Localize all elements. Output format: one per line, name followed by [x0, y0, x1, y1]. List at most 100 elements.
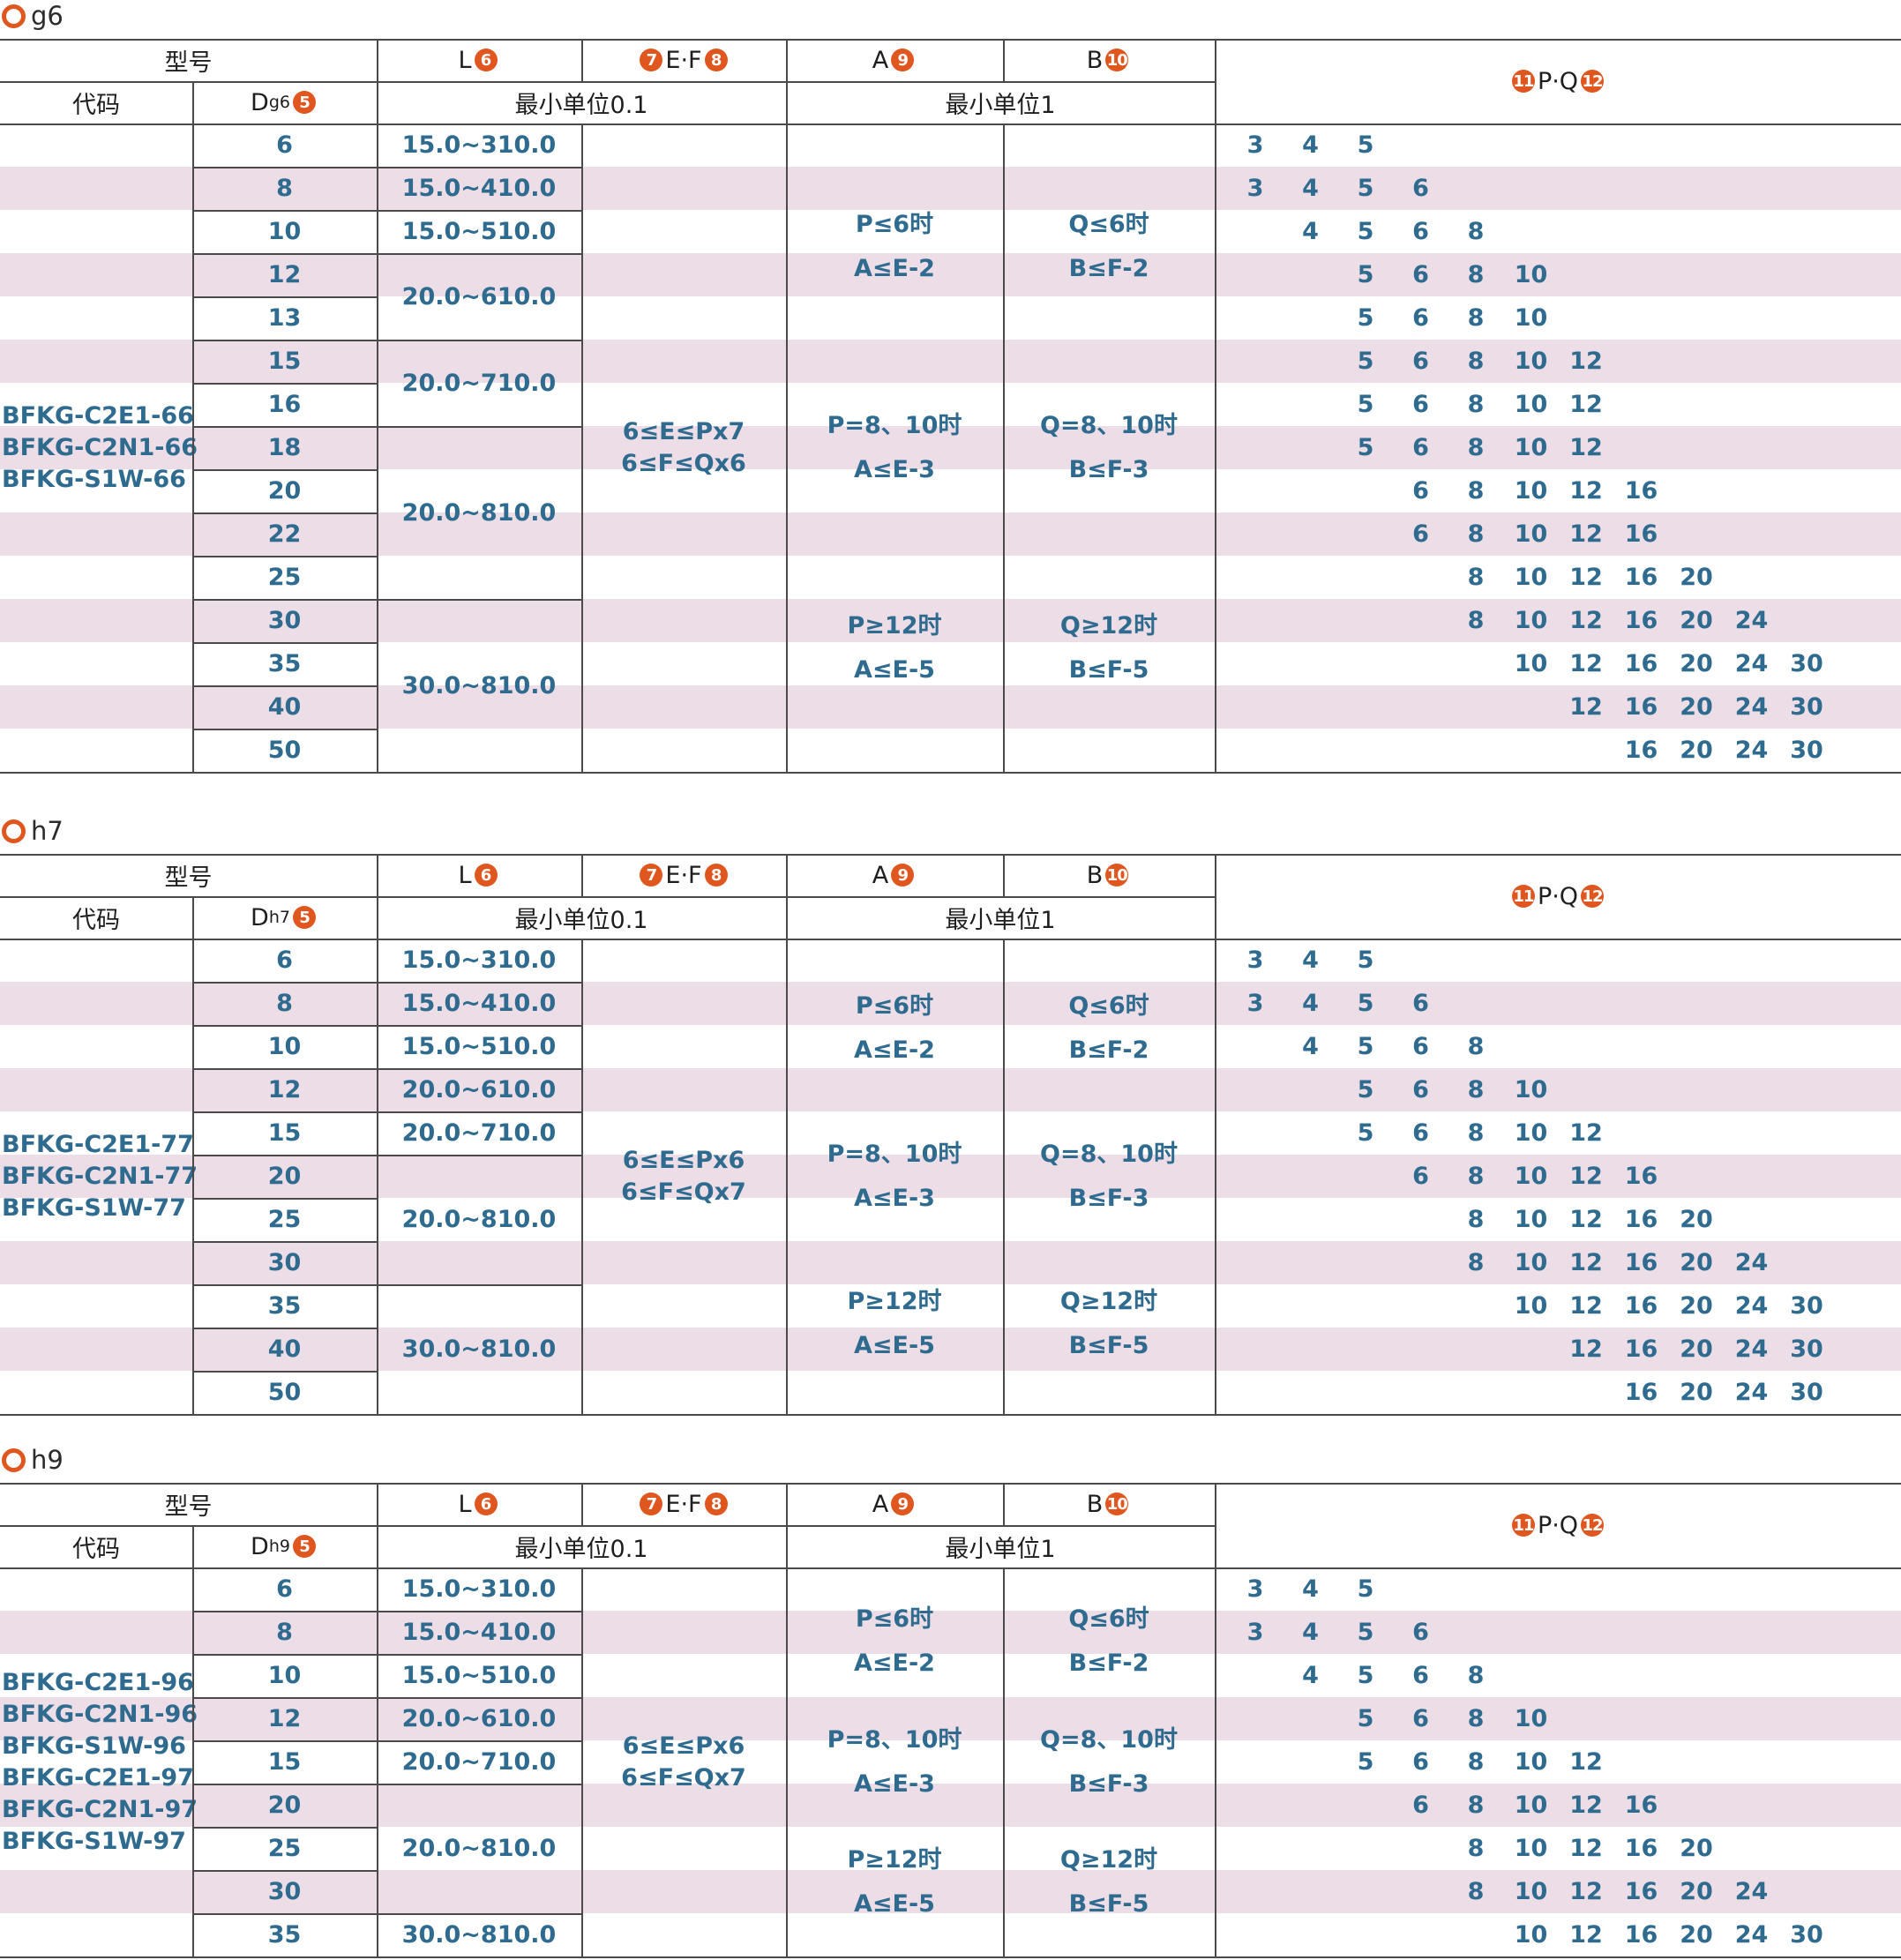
- b-rule: Q≤6时 B≤F-2: [1003, 984, 1215, 1073]
- rule-line: A≤E-2: [854, 254, 935, 282]
- d-value: 13: [267, 304, 302, 332]
- pq-value: 12: [1569, 693, 1603, 721]
- pq-value: 6: [1412, 1705, 1429, 1732]
- pq-value: 16: [1624, 607, 1658, 634]
- pq-value: 16: [1624, 1379, 1658, 1406]
- grid-line: [192, 642, 377, 644]
- grid-line: [377, 1284, 581, 1286]
- grid-line: [581, 1567, 583, 1956]
- pq-value: 5: [1357, 175, 1374, 202]
- grid-line: [192, 253, 377, 255]
- a-rule: P≤6时 A≤E-2: [786, 984, 1003, 1073]
- l-range: 15.0~510.0: [401, 1033, 557, 1060]
- number-badge: 5: [292, 1535, 316, 1558]
- l-range: 15.0~510.0: [401, 218, 557, 245]
- pq-value: 24: [1734, 607, 1769, 634]
- pq-value: 20: [1680, 1878, 1713, 1905]
- row-stripe: [0, 426, 1901, 469]
- row-stripe: [0, 512, 1901, 556]
- ef-formula: 6≤E≤Px6 6≤F≤Qx7: [581, 1145, 786, 1208]
- pq-value: 10: [1514, 1206, 1548, 1233]
- pq-value: 6: [1412, 304, 1429, 332]
- grid-line: [377, 1111, 581, 1113]
- grid-line: [377, 599, 581, 601]
- model-code: BFKG-C2E1-97: [2, 1763, 194, 1792]
- ef-formula-line: 6≤F≤Qx7: [621, 1763, 746, 1792]
- d-value: 8: [276, 1619, 293, 1646]
- pq-value: 5: [1357, 1662, 1374, 1689]
- header-pq-label: P·Q: [1537, 67, 1579, 95]
- rule-line: A≤E-3: [854, 1769, 935, 1798]
- number-badge: 6: [474, 1492, 498, 1515]
- rule-line: Q≤6时: [1068, 1605, 1149, 1633]
- pq-value: 12: [1569, 477, 1603, 505]
- pq-value: 4: [1302, 1575, 1319, 1603]
- pq-value: 24: [1734, 1878, 1769, 1905]
- pq-value: 12: [1569, 1163, 1603, 1190]
- pq-value: 5: [1357, 1575, 1374, 1603]
- model-code: BFKG-S1W-97: [2, 1827, 186, 1855]
- grid-line: [192, 1068, 377, 1070]
- pq-value: 5: [1357, 1119, 1374, 1147]
- grid-line: [0, 854, 1901, 856]
- l-range: 20.0~710.0: [401, 1119, 557, 1147]
- grid-line: [0, 1956, 1901, 1958]
- l-range: 15.0~410.0: [401, 990, 557, 1017]
- rule-line: B≤F-2: [1068, 1036, 1149, 1065]
- grid-line: [377, 426, 581, 428]
- row-stripe: [0, 685, 1901, 729]
- row-stripe: [0, 1870, 1901, 1913]
- grid-line: [192, 1611, 377, 1612]
- grid-line: [0, 81, 1215, 83]
- model-code: BFKG-C2N1-96: [2, 1700, 198, 1728]
- pq-value: 12: [1569, 1835, 1603, 1862]
- number-badge: 7: [640, 864, 663, 886]
- pq-value: 8: [1467, 218, 1485, 245]
- grid-line: [1215, 39, 1216, 772]
- grid-line: [0, 896, 1215, 898]
- rule-line: P≤6时: [855, 992, 934, 1021]
- number-badge: 8: [704, 1492, 728, 1515]
- pq-value: 3: [1246, 175, 1264, 202]
- grid-line: [192, 1913, 377, 1915]
- grid-line: [581, 39, 583, 81]
- pq-value: 10: [1514, 304, 1548, 332]
- number-badge: 6: [474, 49, 498, 71]
- model-code: BFKG-S1W-96: [2, 1732, 186, 1760]
- pq-value: 8: [1467, 520, 1485, 548]
- header-pq: 11 P·Q 12: [1215, 854, 1901, 939]
- pq-value: 20: [1680, 1921, 1713, 1949]
- d-value: 35: [267, 1292, 302, 1320]
- number-badge: 12: [1581, 70, 1605, 93]
- grid-line: [192, 556, 377, 557]
- rule-line: A≤E-3: [854, 1184, 935, 1212]
- rule-line: Q≥12时: [1059, 1287, 1158, 1315]
- row-stripe: [0, 1155, 1901, 1198]
- header-pq: 11 P·Q 12: [1215, 1483, 1901, 1567]
- grid-line: [377, 1784, 581, 1785]
- ef-formula-line: 6≤E≤Px6: [622, 1732, 745, 1760]
- rule-line: B≤F-5: [1068, 656, 1149, 685]
- header-a-label: A: [872, 46, 889, 74]
- grid-line: [0, 1525, 1215, 1527]
- pq-value: 5: [1357, 1076, 1374, 1103]
- grid-line: [377, 1068, 581, 1070]
- pq-value: 8: [1467, 1835, 1485, 1862]
- grid-line: [192, 1697, 377, 1699]
- pq-value: 8: [1467, 1878, 1485, 1905]
- rule-line: P=8、10时: [827, 411, 962, 439]
- grid-line: [377, 982, 581, 984]
- section-title: h9: [0, 1444, 64, 1476]
- rule-line: A≤E-5: [854, 656, 935, 685]
- d-value: 12: [267, 1076, 302, 1103]
- b-rule: Q≥12时 B≤F-5: [1003, 1280, 1215, 1368]
- grid-line: [192, 982, 377, 984]
- pq-value: 4: [1302, 1033, 1319, 1060]
- pq-value: 4: [1302, 990, 1319, 1017]
- rule-line: P=8、10时: [827, 1725, 962, 1754]
- header-pq: 11 P·Q 12: [1215, 39, 1901, 123]
- model-code: BFKG-C2N1-77: [2, 1162, 198, 1190]
